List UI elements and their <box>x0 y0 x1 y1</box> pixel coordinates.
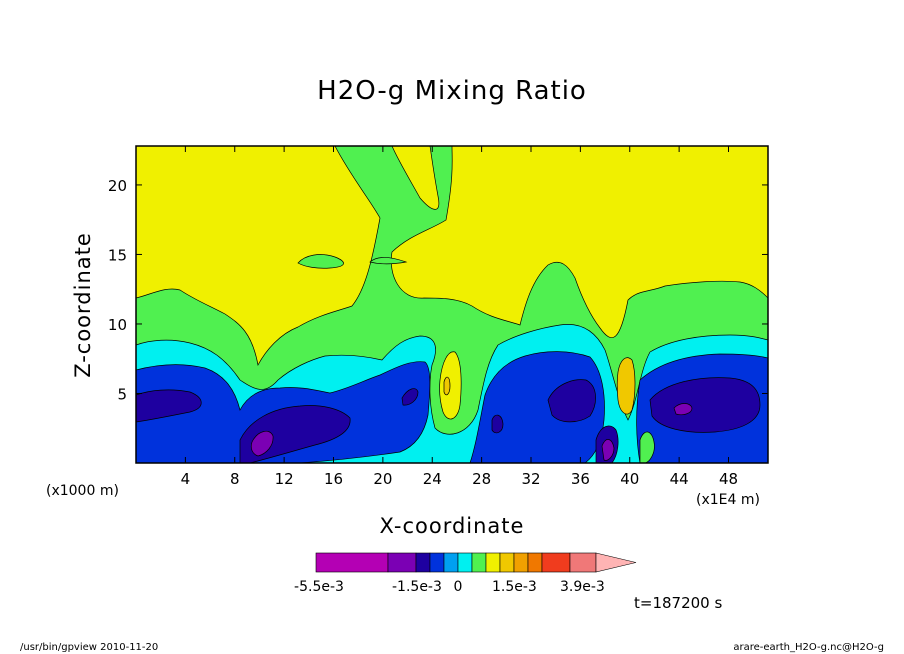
colorbar-segment <box>499 552 515 573</box>
x-tick-label: 20 <box>373 470 392 488</box>
colorbar-segment <box>429 552 445 573</box>
colorbar-segment <box>457 552 473 573</box>
contour-level-purple-3 <box>673 403 693 416</box>
colorbar-label: 0 <box>454 579 463 595</box>
contour-level-purple <box>250 430 274 457</box>
contour-level-navy-6 <box>401 388 419 406</box>
contour-level-navy-5 <box>491 414 504 434</box>
x-tick-label: 32 <box>521 470 540 488</box>
x-tick-label: 36 <box>571 470 590 488</box>
plot-frame <box>135 145 769 464</box>
contour-level-navy <box>136 389 202 423</box>
colorbar-segment <box>471 552 487 573</box>
contour-blob-green-2 <box>369 257 408 265</box>
x-axis-label: X-coordinate <box>379 514 525 538</box>
x-tick-label: 28 <box>472 470 491 488</box>
colorbar-label: -1.5e-3 <box>392 579 442 595</box>
contour-level-navy-4 <box>649 377 761 433</box>
contour-level-blue-2 <box>469 351 605 463</box>
x-ticks: 4 8 12 16 20 24 28 32 36 40 44 48 <box>181 146 738 488</box>
contour-level-yellow-column <box>439 351 462 420</box>
contour-level-purple-2 <box>601 439 615 461</box>
colorbar-label: 1.5e-3 <box>492 579 537 595</box>
x-tick-label: 8 <box>230 470 240 488</box>
y-tick-label: 10 <box>108 316 127 334</box>
y-tick-label: 15 <box>108 246 127 264</box>
x-tick-label: 24 <box>423 470 442 488</box>
colorbar-segment <box>513 552 529 573</box>
colorbar-label: -5.5e-3 <box>294 579 344 595</box>
footer-right: arare-earth_H2O-g.nc@H2O-g <box>733 642 884 653</box>
time-label: t=187200 s <box>634 594 723 612</box>
contour-level-orange-mark <box>443 376 451 396</box>
y-ticks: 5 10 15 20 <box>108 177 768 403</box>
x-tick-label: 40 <box>620 470 639 488</box>
contour-fields <box>136 146 768 463</box>
y-axis-label: Z-coordinate <box>71 232 95 378</box>
colorbar-segment <box>415 552 431 573</box>
x-tick-label: 16 <box>324 470 343 488</box>
colorbar: -5.5e-3 -1.5e-3 0 1.5e-3 3.9e-3 <box>294 552 637 595</box>
colorbar-segment <box>315 552 389 573</box>
x-tick-label: 44 <box>670 470 689 488</box>
y-tick-label: 5 <box>117 385 127 403</box>
contour-level-yellow-column-2 <box>616 357 636 415</box>
x-units-left: (x1000 m) <box>46 483 119 499</box>
colorbar-segment <box>387 552 417 573</box>
x-units-right: (x1E4 m) <box>696 492 760 508</box>
y-tick-label: 20 <box>108 177 127 195</box>
footer-left: /usr/bin/gpview 2010-11-20 <box>20 642 159 653</box>
colorbar-segment <box>527 552 543 573</box>
colorbar-segment <box>485 552 501 573</box>
contour-level-navy-3 <box>547 379 596 423</box>
x-tick-label: 4 <box>181 470 191 488</box>
colorbar-segment <box>443 552 459 573</box>
colorbar-segment <box>569 552 597 573</box>
colorbar-segment <box>541 552 571 573</box>
x-tick-label: 48 <box>719 470 738 488</box>
contour-blob-green <box>297 254 344 269</box>
colorbar-arrow <box>595 552 637 573</box>
chart-title: H2O-g Mixing Ratio <box>317 76 587 106</box>
colorbar-label: 3.9e-3 <box>560 579 605 595</box>
x-tick-label: 12 <box>275 470 294 488</box>
